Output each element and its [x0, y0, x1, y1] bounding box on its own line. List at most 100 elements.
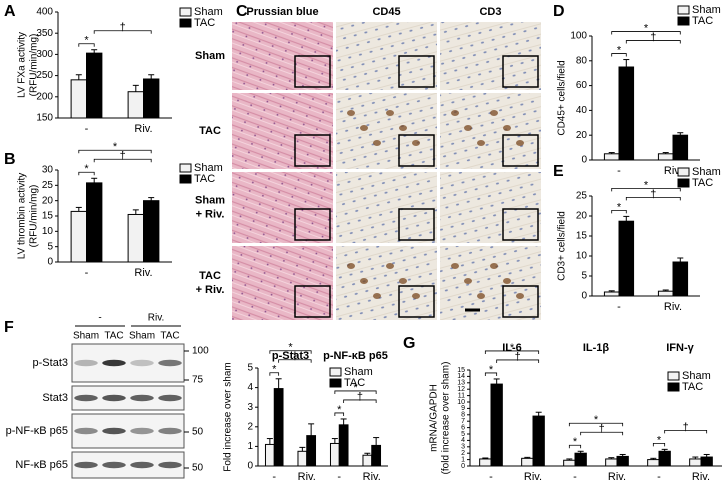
significance-bracket	[78, 43, 95, 47]
y-tick-label: 150	[36, 113, 53, 124]
micrograph	[232, 246, 333, 320]
significance-label: *	[113, 141, 118, 153]
y-tick-label: 25	[42, 180, 54, 191]
x-tick-label: Riv.	[134, 267, 152, 279]
significance-label: *	[644, 179, 649, 191]
inset	[398, 208, 435, 241]
significance-label: *	[644, 22, 649, 34]
x-tick-label: -	[337, 471, 341, 483]
y-tick-label: 0	[461, 463, 465, 470]
stained-cell	[399, 278, 407, 284]
bar	[574, 452, 587, 467]
y-tick-label: 25	[576, 191, 588, 202]
bar	[603, 153, 620, 161]
y-tick-label: 80	[576, 55, 588, 66]
legend-label: TAC	[344, 377, 365, 389]
legend-swatch	[179, 18, 192, 28]
legend-swatch	[179, 163, 192, 173]
stained-cell	[477, 293, 485, 299]
stained-cell	[386, 263, 394, 269]
legend-swatch	[667, 382, 680, 392]
band	[74, 359, 98, 367]
bar	[362, 454, 373, 467]
legend-label: Sham	[344, 366, 373, 378]
x-tick-label: -	[617, 165, 621, 177]
micrograph	[232, 172, 333, 243]
band	[130, 427, 154, 435]
stained-cell	[373, 293, 381, 299]
y-tick-label: 0	[247, 461, 253, 472]
legend-label: TAC	[692, 15, 713, 27]
legend-label: TAC	[194, 173, 215, 185]
significance-bracket	[78, 149, 152, 154]
y-axis-label: mRNA/GAPDH	[429, 384, 440, 452]
significance-bracket	[269, 372, 280, 376]
band	[130, 359, 154, 367]
x-tick-label: Riv.	[524, 471, 542, 483]
bar	[143, 78, 160, 119]
y-tick-label: 350	[36, 28, 53, 39]
stained-cell	[490, 110, 498, 116]
x-tick-label: -	[657, 471, 661, 483]
y-tick-label: 8	[461, 412, 465, 419]
bar	[658, 450, 671, 467]
x-tick-label: Riv.	[298, 471, 316, 483]
significance-label: †	[599, 423, 605, 435]
legend-label: Sham	[682, 370, 711, 382]
bar	[532, 415, 545, 467]
micrograph	[336, 246, 437, 320]
y-tick-label: 20	[576, 211, 588, 222]
y-tick-label: 11	[458, 392, 465, 399]
legend-swatch	[667, 371, 680, 381]
y-tick-label: 400	[36, 7, 53, 18]
legend-label: Sham	[194, 6, 223, 18]
significance-label: †	[120, 150, 126, 162]
stained-cell	[399, 125, 407, 131]
bar	[672, 134, 689, 161]
y-tick-label: 250	[36, 70, 53, 81]
band	[158, 427, 182, 435]
significance-bracket	[93, 30, 152, 34]
band	[158, 359, 182, 367]
y-tick-label: 10	[42, 226, 54, 237]
legend-swatch	[179, 174, 192, 184]
band	[158, 394, 182, 402]
y-tick-label: 3	[461, 444, 465, 451]
bar	[616, 455, 629, 467]
bar	[143, 200, 160, 263]
panel-label: D	[553, 3, 565, 20]
y-tick-label: 2	[247, 421, 253, 432]
legend-swatch	[329, 367, 342, 377]
bar	[86, 52, 103, 119]
significance-label: *	[573, 436, 578, 448]
significance-label: *	[594, 414, 599, 426]
stained-cell	[477, 140, 485, 146]
y-tick-label: 7	[461, 418, 465, 425]
mw-marker: 50	[192, 463, 204, 474]
y-tick-label: 20	[576, 130, 588, 141]
legend-label: TAC	[692, 177, 713, 189]
significance-bracket	[611, 210, 627, 214]
significance-bracket	[568, 422, 624, 427]
significance-bracket	[496, 359, 540, 363]
stained-cell	[516, 293, 524, 299]
x-tick-label: -	[85, 267, 89, 279]
bar	[603, 291, 620, 297]
legend-swatch	[329, 378, 342, 388]
legend-swatch	[677, 16, 690, 26]
stained-cell	[412, 140, 420, 146]
band	[102, 461, 126, 469]
bar	[689, 458, 702, 467]
group-header: IL-1β	[583, 342, 610, 354]
column-header: CD45	[372, 6, 400, 18]
stained-cell	[451, 263, 459, 269]
bar	[618, 66, 635, 161]
significance-bracket	[484, 350, 540, 354]
blot-group: Riv.	[148, 313, 164, 324]
column-header: CD3	[479, 6, 501, 18]
x-tick-label: -	[85, 123, 89, 135]
bar	[338, 424, 349, 467]
y-tick-label: 9	[461, 405, 465, 412]
legend-label: TAC	[682, 381, 703, 393]
significance-bracket	[484, 372, 498, 376]
